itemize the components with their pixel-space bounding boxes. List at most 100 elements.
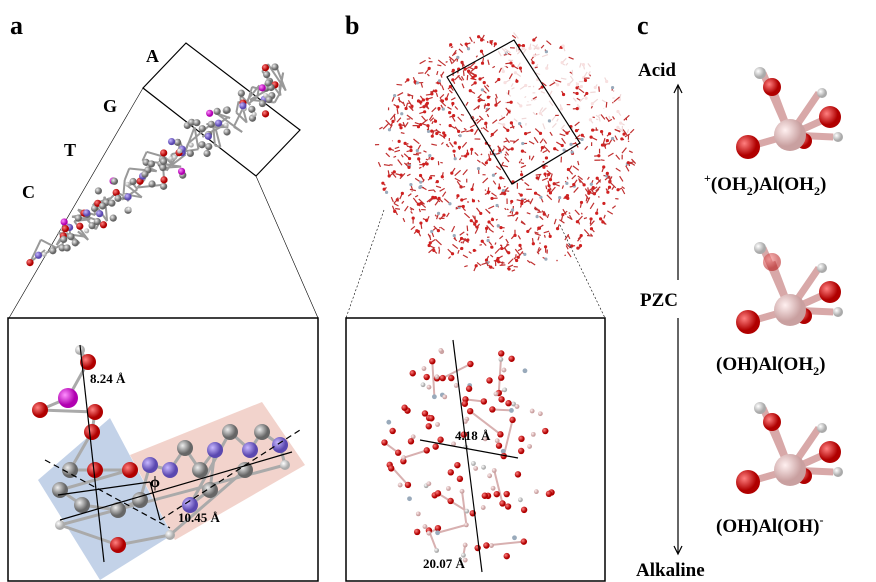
bond xyxy=(464,128,466,130)
atom xyxy=(198,141,205,148)
atom xyxy=(460,489,465,494)
atom xyxy=(774,119,806,151)
bond xyxy=(569,213,570,214)
atom xyxy=(572,183,575,186)
bond xyxy=(521,165,526,167)
atom xyxy=(432,394,437,399)
bond xyxy=(463,255,468,258)
atom xyxy=(222,424,238,440)
atom xyxy=(608,186,611,189)
atom xyxy=(459,134,462,137)
atom xyxy=(600,130,603,133)
atom xyxy=(442,394,447,399)
atom xyxy=(511,147,514,150)
atom xyxy=(567,83,570,86)
atom xyxy=(408,157,411,160)
atom xyxy=(498,149,501,152)
atom xyxy=(454,462,460,468)
atom xyxy=(515,404,520,409)
atom xyxy=(148,160,155,167)
atom xyxy=(165,530,175,540)
atom xyxy=(428,415,434,421)
atom xyxy=(419,100,422,103)
bond xyxy=(612,186,615,190)
bond xyxy=(394,150,400,152)
bond xyxy=(590,75,591,77)
atom xyxy=(448,111,451,114)
atom xyxy=(547,173,550,176)
atom xyxy=(512,535,517,540)
bond xyxy=(447,213,450,217)
bond xyxy=(562,185,563,188)
bond xyxy=(531,156,534,160)
bond xyxy=(452,226,455,232)
atom xyxy=(467,361,473,367)
bond xyxy=(609,139,612,145)
atom xyxy=(611,137,614,140)
atom xyxy=(567,168,570,171)
bond xyxy=(216,129,221,147)
bond xyxy=(393,156,396,157)
atom xyxy=(199,125,206,132)
bond xyxy=(608,153,613,156)
bond xyxy=(580,63,581,68)
bond xyxy=(563,64,565,65)
atom xyxy=(524,132,527,135)
atom xyxy=(426,423,432,429)
bond xyxy=(397,93,403,96)
bond xyxy=(440,94,444,98)
atom xyxy=(386,420,391,425)
bond xyxy=(609,116,610,119)
bond xyxy=(519,161,520,163)
atom xyxy=(464,154,467,157)
atom xyxy=(474,74,477,77)
atom xyxy=(534,489,539,494)
atom xyxy=(399,126,402,129)
al-cluster xyxy=(736,402,843,494)
panel-letter: c xyxy=(637,11,649,40)
atom xyxy=(224,123,229,128)
bond xyxy=(565,234,569,240)
atom xyxy=(127,207,132,212)
atom xyxy=(627,161,630,164)
atom xyxy=(448,375,454,381)
atom xyxy=(434,89,437,92)
bond xyxy=(555,80,561,82)
atom xyxy=(457,130,460,133)
atom xyxy=(426,162,429,165)
bond xyxy=(440,61,446,65)
bond xyxy=(460,232,465,235)
atom xyxy=(426,98,429,101)
atom xyxy=(499,226,502,229)
bond xyxy=(579,178,581,182)
atom xyxy=(407,496,412,501)
bond xyxy=(125,169,129,180)
atom xyxy=(495,204,498,207)
bond xyxy=(481,128,482,129)
atom xyxy=(160,149,167,156)
bond xyxy=(462,84,464,89)
bond xyxy=(538,236,539,240)
atom xyxy=(445,97,448,100)
atom xyxy=(481,505,486,510)
atom xyxy=(406,78,409,81)
atom xyxy=(494,491,500,497)
atom xyxy=(114,195,121,202)
bond xyxy=(458,250,459,254)
atom xyxy=(522,44,525,47)
bond xyxy=(275,94,280,103)
bond xyxy=(441,142,443,144)
atom xyxy=(203,150,210,157)
atom xyxy=(507,251,510,254)
atom xyxy=(576,83,579,86)
al-cluster xyxy=(736,67,843,159)
bond xyxy=(505,208,506,210)
atom xyxy=(393,210,396,213)
atom xyxy=(482,493,488,499)
atom xyxy=(611,86,614,89)
bond xyxy=(591,106,592,108)
atom xyxy=(589,217,592,220)
atom xyxy=(537,226,540,229)
atom xyxy=(398,123,401,126)
bond xyxy=(478,200,479,202)
